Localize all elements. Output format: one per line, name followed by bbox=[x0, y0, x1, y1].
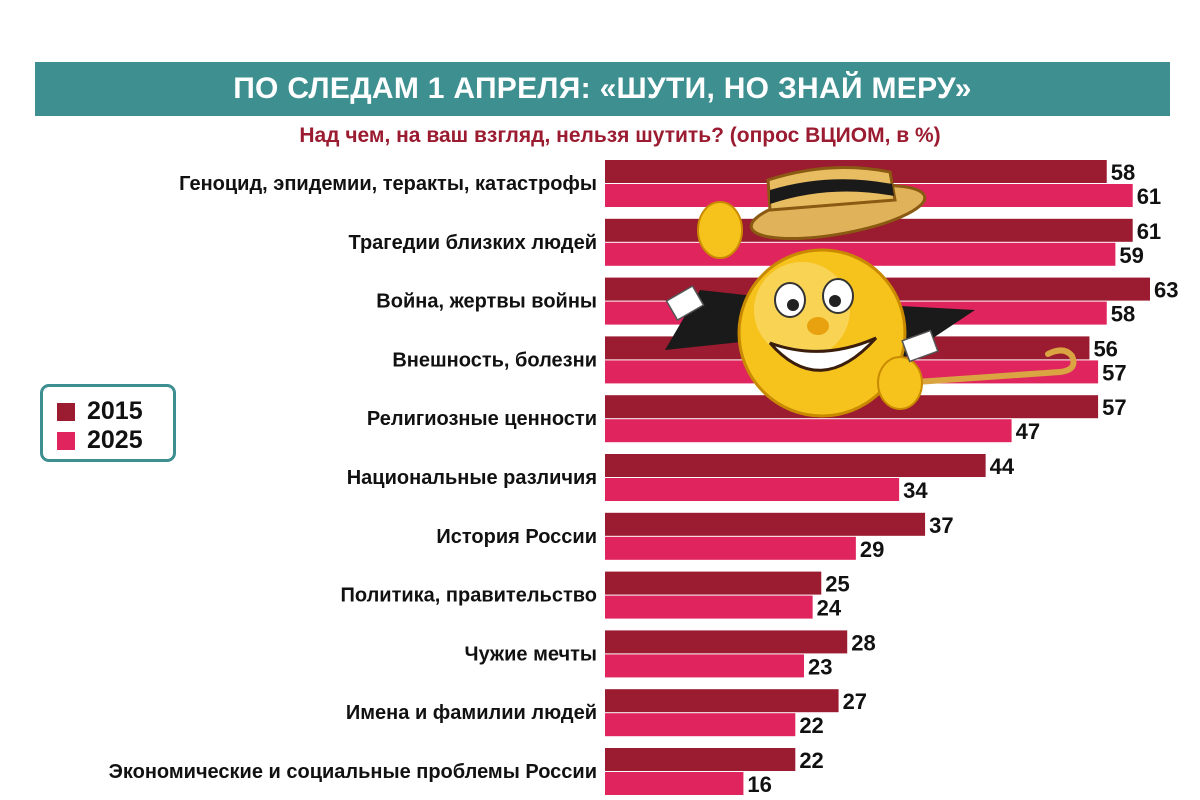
category-label: Политика, правительство bbox=[340, 585, 597, 607]
bar-2015 bbox=[605, 512, 926, 536]
bar-2015 bbox=[605, 571, 822, 595]
category-label: Чужие мечты bbox=[465, 643, 597, 665]
value-label-2015: 25 bbox=[825, 572, 849, 597]
value-label-2015: 57 bbox=[1102, 395, 1126, 420]
value-label-2025: 24 bbox=[817, 596, 842, 621]
bar-2025 bbox=[605, 419, 1012, 443]
bar-2015 bbox=[605, 748, 796, 771]
category-label: Религиозные ценности bbox=[367, 408, 597, 430]
category-label: История России bbox=[436, 526, 597, 548]
value-label-2015: 37 bbox=[929, 513, 953, 538]
category-label: Трагедии близких людей bbox=[348, 232, 597, 254]
category-label: Геноцид, эпидемии, теракты, катастрофы bbox=[179, 173, 597, 195]
smiley-with-boater-hat-and-cane-icon bbox=[665, 166, 1077, 418]
bar-2025 bbox=[605, 478, 900, 501]
legend-label-2015: 2015 bbox=[87, 397, 143, 425]
bar-2015 bbox=[605, 454, 986, 477]
value-label-2025: 23 bbox=[808, 654, 832, 679]
legend-item-2015: 2015 bbox=[57, 397, 143, 426]
value-label-2015: 22 bbox=[799, 748, 823, 773]
legend-label-2025: 2025 bbox=[87, 426, 143, 454]
value-label-2015: 56 bbox=[1093, 336, 1117, 361]
value-label-2025: 29 bbox=[860, 537, 884, 562]
bar-2025 bbox=[605, 595, 813, 619]
chart-title: ПО СЛЕДАМ 1 АПРЕЛЯ: «ШУТИ, НО ЗНАЙ МЕРУ» bbox=[233, 72, 972, 105]
value-label-2015: 63 bbox=[1154, 278, 1178, 303]
bar-2015 bbox=[605, 630, 848, 654]
legend: 2015 2025 bbox=[40, 384, 176, 462]
legend-swatch-2015 bbox=[57, 402, 75, 421]
value-label-2015: 28 bbox=[851, 630, 875, 655]
bar-2025 bbox=[605, 536, 856, 560]
value-label-2015: 44 bbox=[990, 454, 1015, 479]
chart-subtitle: Над чем, на ваш взгляд, нельзя шутить? (… bbox=[299, 124, 941, 147]
value-label-2015: 61 bbox=[1137, 219, 1161, 244]
value-label-2025: 16 bbox=[747, 772, 771, 797]
value-label-2025: 59 bbox=[1119, 243, 1143, 268]
value-label-2025: 57 bbox=[1102, 360, 1126, 385]
value-label-2015: 27 bbox=[843, 689, 867, 714]
value-label-2015: 58 bbox=[1111, 160, 1135, 185]
title-banner: ПО СЛЕДАМ 1 АПРЕЛЯ: «ШУТИ, НО ЗНАЙ МЕРУ» bbox=[35, 62, 1170, 116]
category-label: Внешность, болезни bbox=[392, 349, 597, 371]
category-label: Национальные различия bbox=[347, 467, 597, 489]
bar-2025 bbox=[605, 654, 804, 678]
bar-2025 bbox=[605, 772, 744, 795]
category-label: Имена и фамилии людей bbox=[346, 702, 597, 724]
category-label: Экономические и социальные проблемы Росс… bbox=[109, 761, 597, 783]
value-label-2025: 61 bbox=[1137, 184, 1161, 209]
value-label-2025: 58 bbox=[1111, 302, 1135, 327]
legend-item-2025: 2025 bbox=[57, 426, 143, 455]
category-label: Война, жертвы войны bbox=[376, 291, 597, 313]
value-label-2025: 22 bbox=[799, 713, 823, 738]
bar-2025 bbox=[605, 713, 796, 737]
legend-swatch-2025 bbox=[57, 431, 75, 450]
value-label-2025: 34 bbox=[903, 478, 928, 503]
value-label-2025: 47 bbox=[1016, 419, 1040, 444]
bar-2015 bbox=[605, 689, 839, 713]
